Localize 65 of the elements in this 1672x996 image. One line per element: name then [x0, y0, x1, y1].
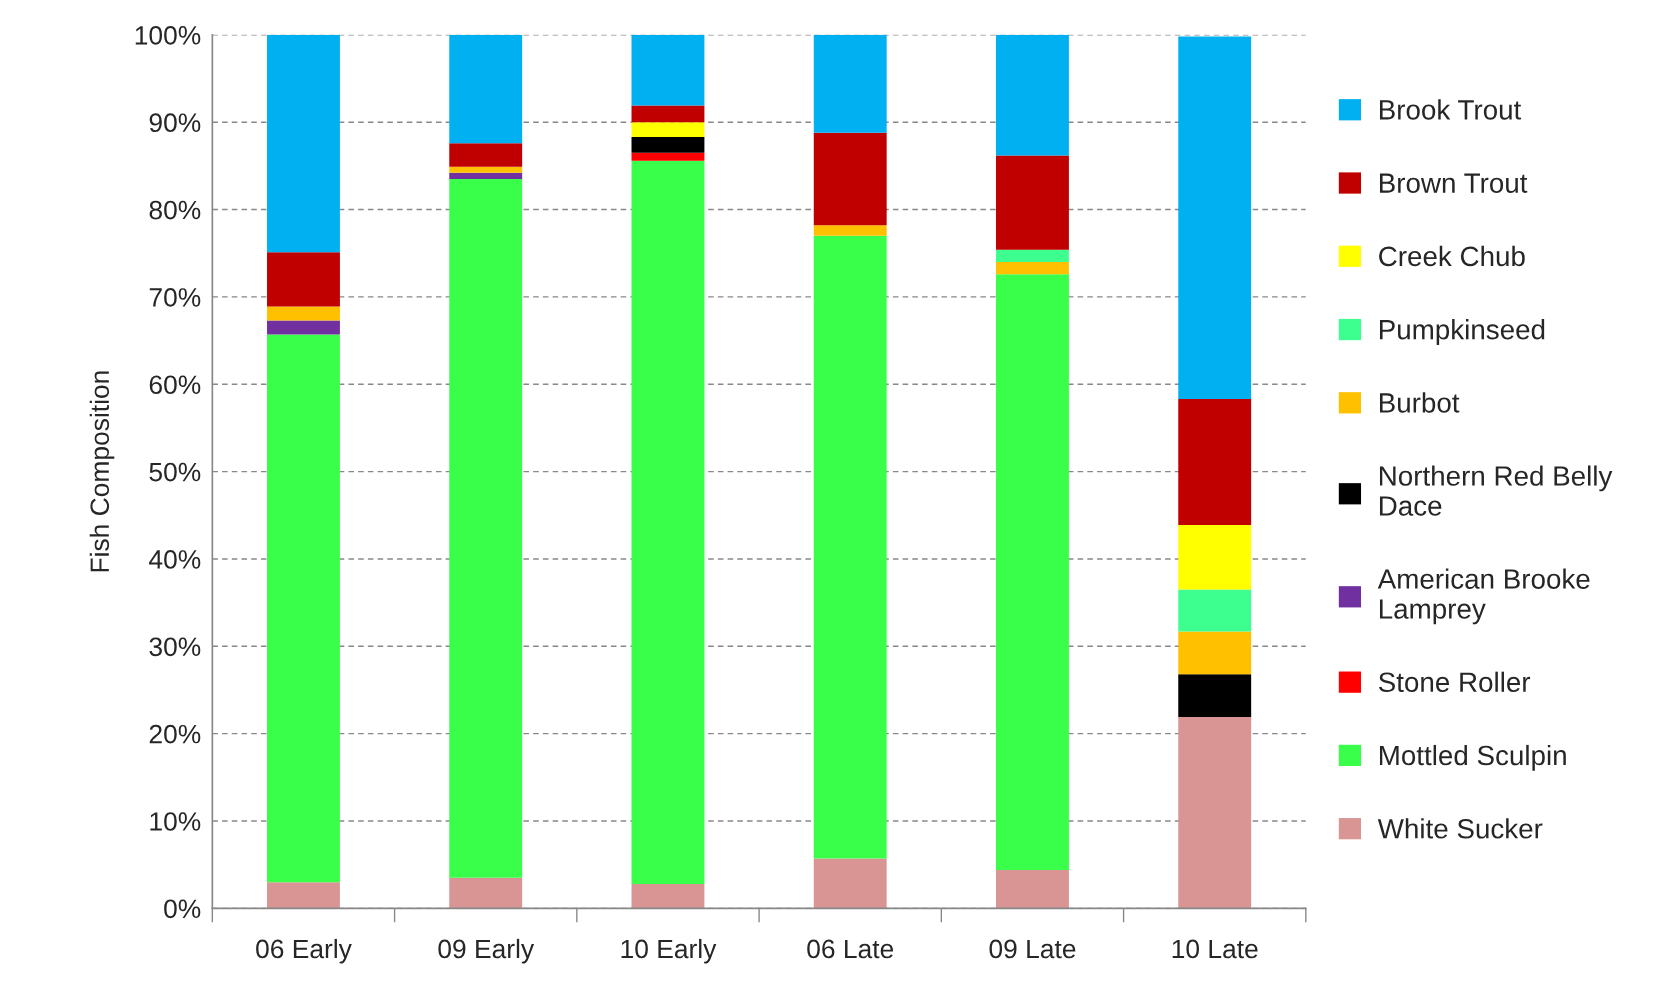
- bar: [996, 274, 1069, 870]
- bar: [631, 105, 705, 123]
- bar: [449, 166, 523, 173]
- legend-label: Brook Trout: [1379, 99, 1522, 120]
- bar: [631, 883, 705, 909]
- bar: [449, 172, 523, 179]
- bar: [449, 877, 523, 909]
- bar: [267, 882, 340, 909]
- x-tick-label: 09 Early: [438, 938, 535, 964]
- legend-label: Creek Chub: [1379, 245, 1525, 267]
- bar: [631, 137, 705, 153]
- y-tick-label: 80%: [149, 200, 201, 220]
- legend-label: Mottled Sculpin: [1379, 744, 1566, 771]
- legend-label: Northern Red Belly Dace: [1379, 465, 1613, 516]
- legend-label: Stone Roller: [1378, 671, 1531, 693]
- y-tick-label: 100%: [135, 25, 201, 45]
- y-tick-label: 20%: [149, 724, 201, 744]
- bar: [813, 132, 887, 226]
- x-tick-label: 10 Early: [621, 938, 717, 964]
- bar: [813, 225, 887, 236]
- y-tick-label: 0%: [164, 899, 201, 919]
- bar: [1178, 717, 1252, 909]
- x-tick-label: 10 Late: [1172, 939, 1258, 959]
- bar: [267, 34, 340, 253]
- bar: [631, 152, 705, 161]
- legend-label: Brown Trout: [1379, 173, 1528, 193]
- bar: [996, 249, 1069, 262]
- bar: [449, 178, 523, 878]
- bar: [631, 160, 705, 884]
- bar: [1178, 36, 1252, 400]
- bar: [631, 34, 705, 106]
- bar: [631, 122, 705, 138]
- y-tick-label: 40%: [149, 550, 201, 569]
- bar: [1178, 399, 1252, 525]
- y-tick-label: 60%: [149, 375, 201, 395]
- bar: [267, 306, 340, 321]
- bar: [267, 334, 340, 883]
- bar: [267, 320, 340, 335]
- legend-label: White Sucker: [1377, 818, 1543, 839]
- bar: [996, 34, 1069, 156]
- legend-label: Burbot: [1379, 392, 1460, 413]
- bar: [813, 235, 887, 859]
- bar: [449, 143, 523, 167]
- bar: [449, 34, 523, 144]
- bar: [1178, 631, 1252, 675]
- y-axis-title: Fish Composition: [89, 371, 115, 572]
- bar: [1178, 524, 1252, 590]
- bar: [813, 858, 887, 909]
- x-tick-label: 06 Late: [807, 939, 894, 959]
- bar: [996, 155, 1069, 250]
- bar: [267, 252, 340, 307]
- bar: [996, 869, 1069, 909]
- bar: [996, 261, 1069, 275]
- legend-label: Pumpkinseed: [1379, 319, 1545, 345]
- legend-label: American Brooke Lamprey: [1377, 568, 1590, 625]
- y-tick-label: 90%: [149, 113, 201, 133]
- bar: [813, 34, 887, 133]
- y-tick-label: 50%: [149, 462, 201, 482]
- y-tick-label: 70%: [149, 288, 201, 307]
- y-tick-label: 10%: [150, 812, 201, 831]
- x-tick-label: 06 Early: [256, 938, 352, 964]
- y-tick-label: 30%: [149, 637, 201, 657]
- bar: [1178, 589, 1252, 632]
- bar: [1178, 674, 1252, 718]
- x-tick-label: 09 Late: [989, 939, 1076, 959]
